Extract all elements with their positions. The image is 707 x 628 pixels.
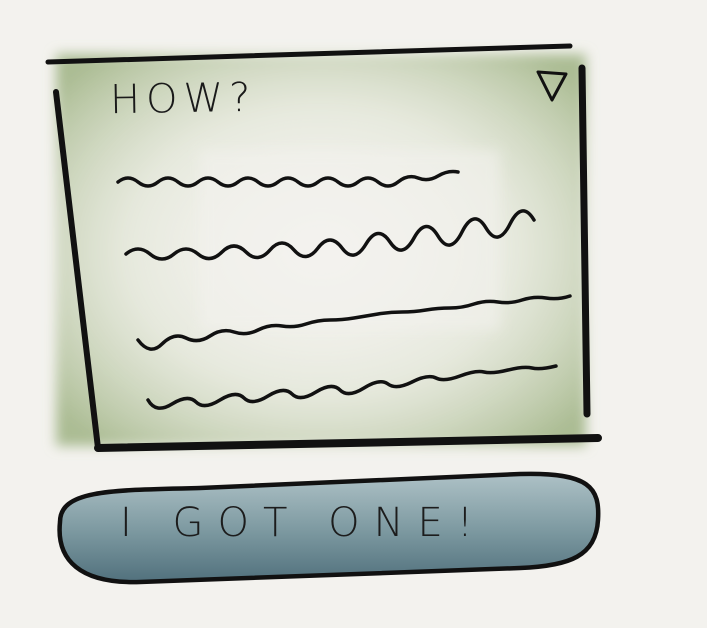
button-outline — [57, 471, 601, 585]
action-button-label: I GOT ONE! — [120, 500, 487, 546]
button-wash — [59, 473, 599, 583]
content-line — [124, 209, 536, 261]
content-line — [136, 294, 572, 351]
card-panel — [45, 43, 602, 452]
card-highlight — [200, 150, 500, 330]
card-border-bottom — [94, 434, 602, 452]
content-line — [146, 364, 558, 410]
card-border-top — [45, 43, 573, 65]
card-title: HOW? — [109, 74, 257, 124]
dropdown-toggle[interactable] — [528, 60, 574, 106]
content-line — [116, 169, 460, 188]
triangle-down-icon — [536, 70, 568, 102]
card-border-right — [578, 64, 591, 418]
action-button-shape — [57, 471, 601, 585]
card-border-left — [53, 89, 101, 451]
